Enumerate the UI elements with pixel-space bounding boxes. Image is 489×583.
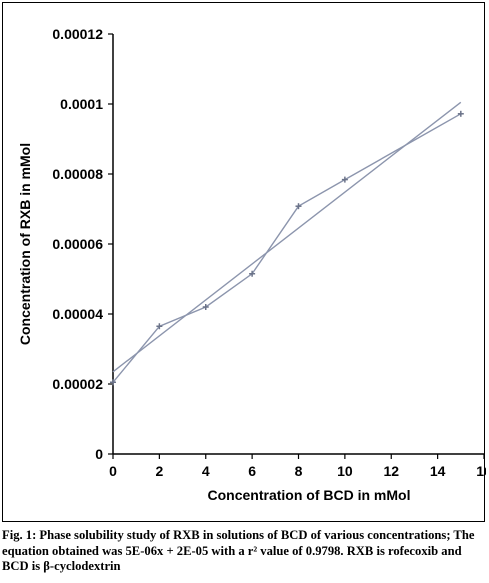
data-point <box>341 176 348 183</box>
data-point <box>249 270 256 277</box>
y-tick-label: 0.0001 <box>60 96 103 112</box>
axes <box>108 33 485 459</box>
x-tick-label: 6 <box>248 463 256 479</box>
chart-frame: 0 0.00002 0.00004 0.00006 0.00008 0.0001 0.000… <box>2 2 486 522</box>
x-axis-label: Concentration of BCD in mMol <box>208 487 411 503</box>
x-tick-label: 0 <box>109 463 117 479</box>
solubility-chart: 0 0.00002 0.00004 0.00006 0.00008 0.0001 0.000… <box>17 26 486 503</box>
data-point <box>295 203 302 210</box>
tick-labels: 0 0.00002 0.00004 0.00006 0.00008 0.0001 0.000… <box>52 26 486 479</box>
y-tick-label: 0 <box>95 446 103 462</box>
data-point <box>202 304 209 310</box>
data-point <box>457 110 464 117</box>
x-tick-label: 8 <box>295 463 303 479</box>
y-axis-label: Concentration of RXB in mMol <box>17 143 33 345</box>
x-tick-label: 4 <box>202 463 210 479</box>
x-tick-label: 16 <box>476 463 486 479</box>
plot-area <box>110 101 464 386</box>
x-tick-label: 14 <box>430 463 446 479</box>
y-tick-label: 0.00002 <box>52 376 103 392</box>
data-line <box>112 113 462 383</box>
y-tick-label: 0.00004 <box>52 306 103 322</box>
x-tick-label: 10 <box>337 463 353 479</box>
x-tick-label: 12 <box>383 463 399 479</box>
data-point <box>110 379 116 386</box>
y-tick-label: 0.00012 <box>52 26 103 42</box>
x-tick-label: 2 <box>155 463 163 479</box>
y-tick-label: 0.00008 <box>52 166 103 182</box>
data-point <box>156 323 163 330</box>
y-tick-label: 0.00006 <box>52 236 103 252</box>
figure-caption: Fig. 1: Phase solubility study of RXB in… <box>2 528 475 573</box>
trendline <box>112 101 462 373</box>
